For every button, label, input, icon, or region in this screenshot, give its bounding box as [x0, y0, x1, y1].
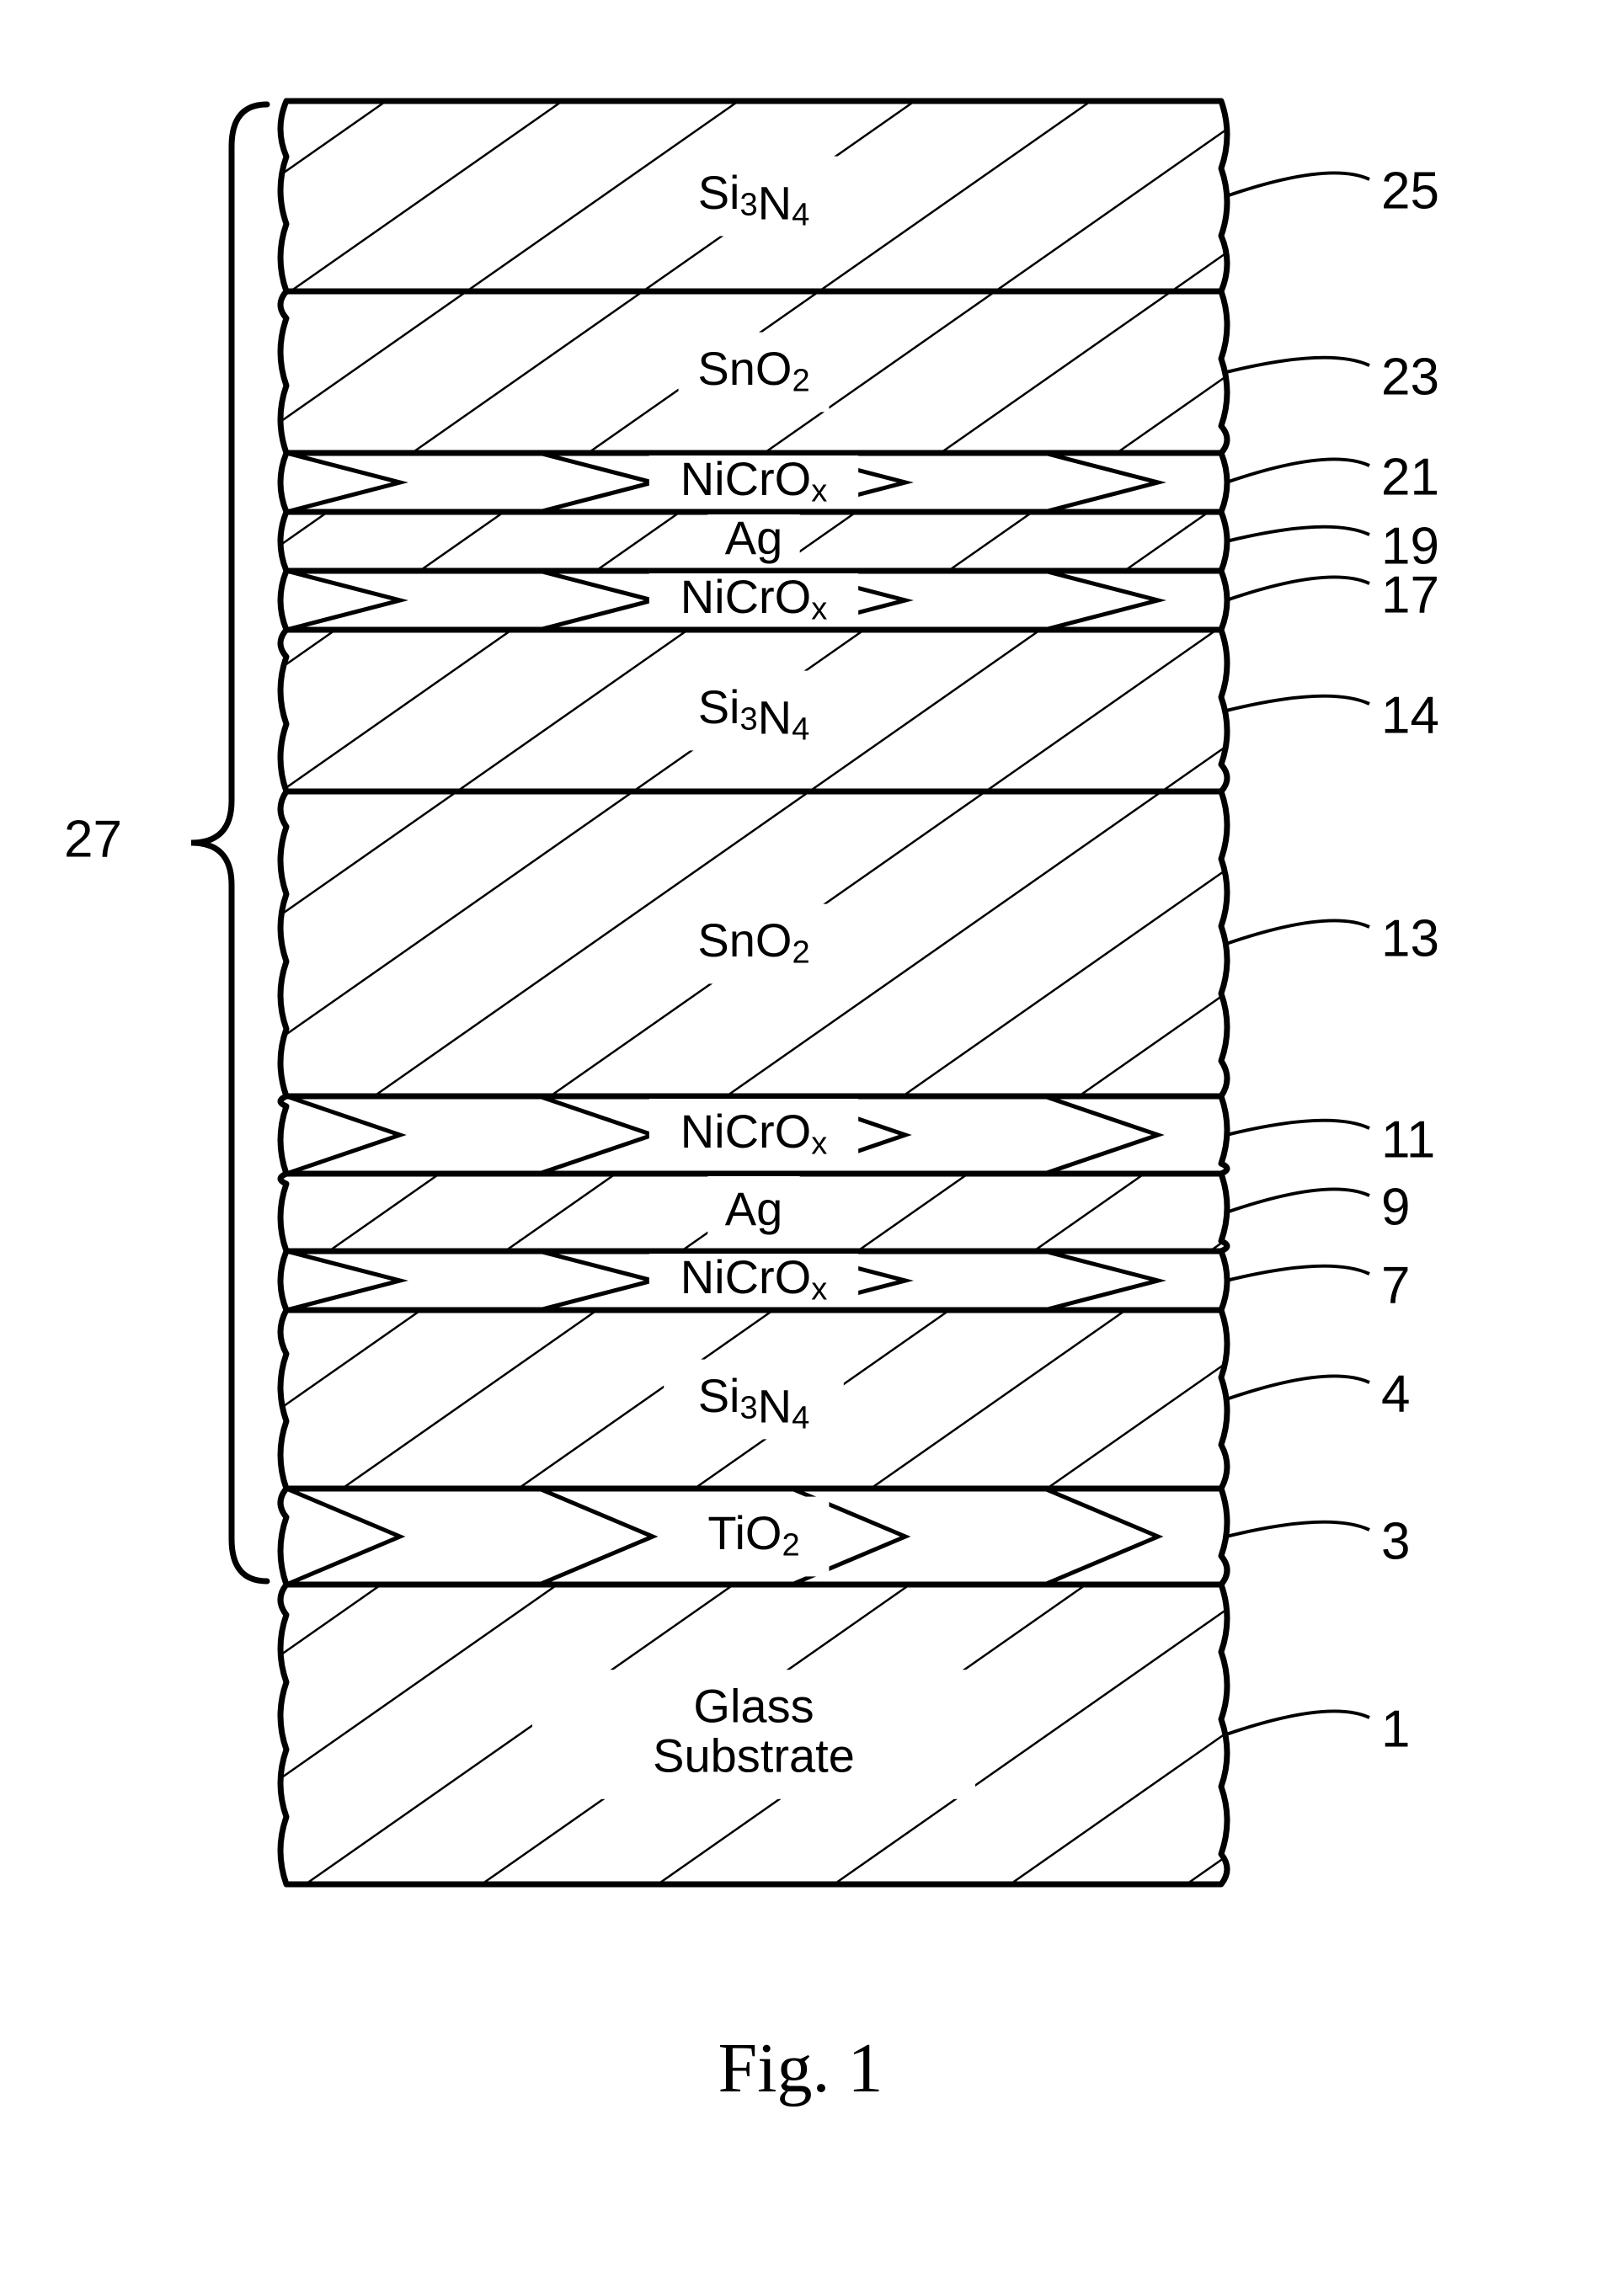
ref-number-7: 7: [1381, 1256, 1410, 1314]
layer-stack-diagram: Si3N425SnO223NiCrOx21Ag19NiCrOx17Si3N414…: [0, 0, 1601, 2292]
layer-formula-19: Ag: [725, 511, 783, 564]
layer-formula-11: NiCrOx: [680, 1105, 828, 1162]
layer-formula-17: NiCrOx: [680, 570, 828, 627]
layer-1: GlassSubstrate1: [280, 1585, 1410, 1884]
layer-9: Ag 9: [280, 1174, 1410, 1251]
layer-19: Ag19: [280, 511, 1439, 576]
leader-line-11: [1226, 1121, 1369, 1135]
leader-line-13: [1226, 920, 1369, 944]
leader-line-4: [1226, 1376, 1369, 1399]
layer-17: NiCrOx 17: [34, 566, 1439, 630]
layer-23: SnO223: [280, 291, 1439, 453]
layer-4: Si3N44: [280, 1310, 1410, 1489]
ref-number-25: 25: [1381, 162, 1439, 220]
leader-line-17: [1226, 577, 1369, 600]
leader-line-9: [1226, 1189, 1369, 1212]
ref-number-17: 17: [1381, 566, 1439, 624]
leader-line-21: [1226, 459, 1369, 482]
bracket-label-27: 27: [64, 810, 122, 868]
layer-13: SnO213: [280, 791, 1439, 1096]
layer-7: NiCrOx 7: [34, 1250, 1411, 1315]
leader-line-14: [1226, 696, 1369, 711]
figure-caption: Fig. 1: [0, 2027, 1601, 2109]
ref-number-11: 11: [1381, 1111, 1435, 1169]
layer-11: NiCrOx 11: [34, 1096, 1435, 1174]
layer-21: NiCrOx 21: [34, 448, 1439, 512]
ref-number-4: 4: [1381, 1365, 1410, 1423]
ref-number-1: 1: [1381, 1700, 1410, 1758]
ref-number-3: 3: [1381, 1512, 1410, 1570]
leader-line-7: [1226, 1266, 1369, 1281]
layer-25: Si3N425: [280, 101, 1439, 291]
layer-formula-9: Ag: [725, 1182, 783, 1235]
leader-line-23: [1226, 358, 1369, 372]
ref-number-23: 23: [1381, 348, 1439, 406]
leader-line-1: [1226, 1711, 1369, 1734]
layer-formula-21: NiCrOx: [680, 452, 828, 509]
leader-line-3: [1226, 1522, 1369, 1537]
leader-line-19: [1226, 527, 1369, 541]
ref-number-14: 14: [1381, 686, 1439, 744]
ref-number-21: 21: [1381, 448, 1439, 506]
layer-formula-7: NiCrOx: [680, 1250, 828, 1308]
leader-line-25: [1226, 173, 1369, 196]
layer-14: Si3N414: [280, 630, 1439, 791]
bracket-27: [191, 104, 267, 1581]
ref-number-13: 13: [1381, 909, 1439, 967]
ref-number-9: 9: [1381, 1178, 1410, 1236]
